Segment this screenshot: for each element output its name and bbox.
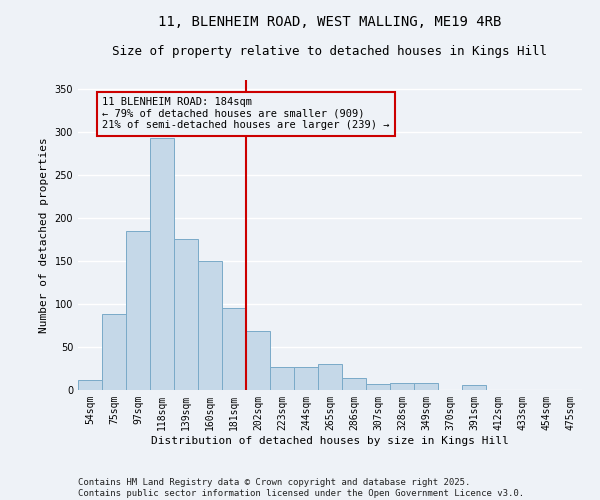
Bar: [150, 138, 174, 390]
Bar: [78, 380, 102, 390]
Text: 11, BLENHEIM ROAD, WEST MALLING, ME19 4RB: 11, BLENHEIM ROAD, WEST MALLING, ME19 4R…: [158, 15, 502, 29]
Bar: [126, 230, 150, 390]
Y-axis label: Number of detached properties: Number of detached properties: [39, 137, 49, 333]
Bar: [366, 384, 390, 390]
Text: Size of property relative to detached houses in Kings Hill: Size of property relative to detached ho…: [113, 45, 548, 58]
Text: 11 BLENHEIM ROAD: 184sqm
← 79% of detached houses are smaller (909)
21% of semi-: 11 BLENHEIM ROAD: 184sqm ← 79% of detach…: [102, 97, 389, 130]
X-axis label: Distribution of detached houses by size in Kings Hill: Distribution of detached houses by size …: [151, 436, 509, 446]
Bar: [222, 308, 246, 390]
Bar: [246, 332, 270, 390]
Bar: [318, 364, 342, 390]
Bar: [270, 367, 294, 390]
Bar: [174, 240, 198, 390]
Bar: [342, 378, 366, 390]
Bar: [102, 314, 126, 390]
Text: Contains HM Land Registry data © Crown copyright and database right 2025.
Contai: Contains HM Land Registry data © Crown c…: [78, 478, 524, 498]
Bar: [294, 367, 318, 390]
Bar: [198, 261, 222, 390]
Bar: [414, 383, 438, 390]
Bar: [462, 385, 486, 390]
Bar: [390, 383, 414, 390]
